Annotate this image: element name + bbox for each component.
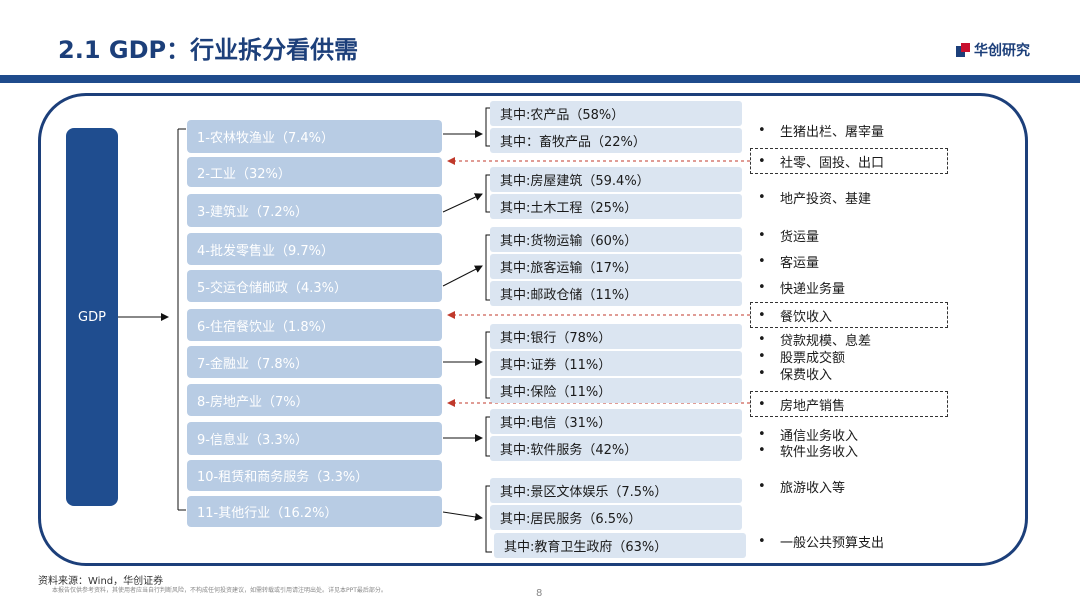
sub-box-edu-health-gov: 其中:教育卫生政府（63%） [494, 533, 746, 558]
solid-arrows [442, 130, 483, 521]
industry-box-10: 10-租赁和商务服务（3.3%） [187, 460, 442, 491]
sub-box-insurance: 其中:保险（11%） [490, 378, 742, 403]
industry-box-5: 5-交运仓储邮政（4.3%） [187, 270, 442, 302]
indicator-item: • 客运量 [758, 253, 820, 271]
sub-box-agri-products: 其中:农产品（58%） [490, 101, 742, 126]
sub-box-civil-eng: 其中:土木工程（25%） [490, 194, 742, 219]
industry-box-7: 7-金融业（7.8%） [187, 346, 442, 378]
indicator-dashed-box-1 [750, 148, 948, 174]
sub-brackets [485, 107, 492, 553]
indicator-item: • 房地产销售 [758, 396, 846, 414]
industry-box-2: 2-工业（32%） [187, 157, 442, 187]
indicator-item: • 社零、固投、出口 [758, 153, 885, 171]
indicator-item: • 贷款规模、息差 [758, 331, 872, 349]
sub-box-bank: 其中:银行（78%） [490, 324, 742, 349]
header-bar [0, 75, 1080, 83]
industry-box-8: 8-房地产业（7%） [187, 384, 442, 416]
indicator-dashed-box-2 [750, 302, 948, 328]
industry-box-3: 3-建筑业（7.2%） [187, 194, 442, 227]
sub-box-resident-services: 其中:居民服务（6.5%） [490, 505, 742, 530]
industry-box-11: 11-其他行业（16.2%） [187, 496, 442, 527]
logo-text: 华创研究 [974, 43, 1030, 59]
disclaimer: 本报告仅供参考资料，其使用者应当自行判断风险，不构成任何投资建议，如需转载或引用… [52, 587, 387, 594]
page-title: 2.1 GDP：行业拆分看供需 [58, 36, 359, 64]
source-note: 资料来源：Wind，华创证券 [38, 576, 164, 587]
sub-box-postal: 其中:邮政仓储（11%） [490, 281, 742, 306]
indicator-item: • 快递业务量 [758, 279, 846, 297]
indicator-item: • 一般公共预算支出 [758, 533, 885, 551]
page-number: 8 [536, 588, 543, 599]
sub-box-passenger: 其中:旅客运输（17%） [490, 254, 742, 279]
sub-box-housing: 其中:房屋建筑（59.4%） [490, 167, 742, 192]
sub-box-software: 其中:软件服务（42%） [490, 436, 742, 461]
sub-box-livestock: 其中：畜牧产品（22%） [490, 128, 742, 153]
gdp-box: GDP [66, 128, 118, 506]
brand-logo: 华创研究 [956, 40, 1030, 60]
indicator-item: • 保费收入 [758, 365, 833, 383]
industry-box-9: 9-信息业（3.3%） [187, 422, 442, 455]
indicator-item: • 通信业务收入 [758, 426, 859, 444]
industry-box-6: 6-住宿餐饮业（1.8%） [187, 309, 442, 341]
indicator-item: • 软件业务收入 [758, 442, 859, 460]
logo-icon [956, 43, 970, 57]
dashed-arrows [447, 157, 750, 407]
sub-box-tourism: 其中:景区文体娱乐（7.5%） [490, 478, 742, 503]
indicator-item: • 生猪出栏、屠宰量 [758, 122, 885, 140]
industry-box-4: 4-批发零售业（9.7%） [187, 233, 442, 265]
indicator-item: • 旅游收入等 [758, 478, 846, 496]
indicator-dashed-box-3 [750, 391, 948, 417]
sub-box-freight: 其中:货物运输（60%） [490, 227, 742, 252]
sub-box-securities: 其中:证券（11%） [490, 351, 742, 376]
diagram-frame [38, 93, 1028, 566]
indicator-item: • 餐饮收入 [758, 307, 833, 325]
indicator-item: • 股票成交额 [758, 348, 846, 366]
indicator-item: • 地产投资、基建 [758, 189, 872, 207]
indicator-item: • 货运量 [758, 227, 820, 245]
sub-box-telecom: 其中:电信（31%） [490, 409, 742, 434]
industry-box-1: 1-农林牧渔业（7.4%） [187, 120, 442, 153]
